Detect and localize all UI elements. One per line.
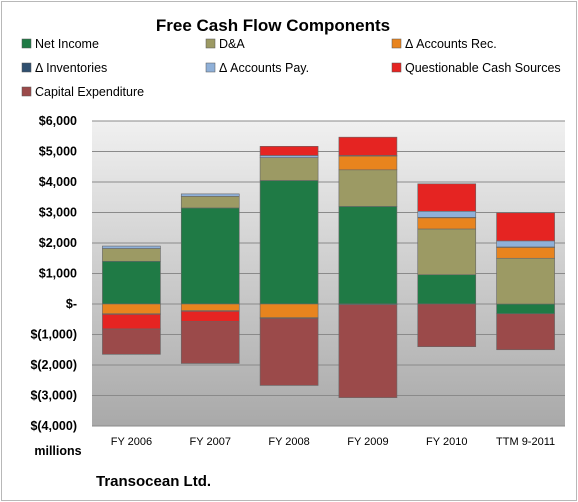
bar-segment <box>259 157 319 181</box>
legend-swatch <box>205 38 216 49</box>
bar-segment <box>102 303 161 315</box>
legend-entry: Net Income <box>35 37 99 51</box>
bar-segment <box>496 313 555 351</box>
legend-swatch <box>391 62 402 73</box>
bar-segment <box>180 321 240 364</box>
legend-entry: Δ Accounts Pay. <box>219 61 309 75</box>
bar-segment <box>417 274 477 305</box>
bar-segment <box>417 183 477 212</box>
company-name: Transocean Ltd. <box>96 473 211 490</box>
bar-segment <box>259 155 319 158</box>
bar-segment <box>338 206 398 305</box>
bar-segment <box>338 169 398 207</box>
x-tick-label: FY 2008 <box>268 436 309 448</box>
bar-segment <box>417 210 477 218</box>
units-label: millions <box>34 444 81 458</box>
legend-swatch <box>21 62 32 73</box>
bar-segment <box>496 240 555 248</box>
bar-segment <box>180 207 240 305</box>
bar-segment <box>180 193 240 197</box>
y-axis: $6,000 $5,000 $4,000 $3,000 $2,000 $1,000 $- $(… <box>30 114 77 433</box>
y-tick-label: $- <box>66 297 77 311</box>
legend-swatch <box>21 38 32 49</box>
x-tick-label: FY 2007 <box>190 436 231 448</box>
bar-segment <box>417 303 477 348</box>
legend-entry: Δ Inventories <box>35 61 107 75</box>
gridlines <box>92 120 565 427</box>
bar-segment <box>180 311 240 322</box>
bar-segment <box>102 245 161 249</box>
bar-segment <box>180 303 240 312</box>
y-tick-label: $4,000 <box>39 175 77 189</box>
y-tick-label: $(3,000) <box>30 389 77 403</box>
legend-swatch <box>205 62 216 73</box>
bar-segment <box>496 257 555 305</box>
x-tick-label: FY 2009 <box>347 436 388 448</box>
chart-title: Free Cash Flow Components <box>156 16 390 35</box>
y-tick-label: $1,000 <box>39 267 77 281</box>
x-tick-label: TTM 9-2011 <box>496 436 555 448</box>
bar-segment <box>496 212 555 242</box>
legend-entry: Capital Expenditure <box>35 85 144 99</box>
bar-segment <box>180 196 240 209</box>
bar-segment <box>102 248 161 262</box>
bar-segment <box>102 314 161 330</box>
bar-segment <box>338 304 398 398</box>
bar-segment <box>259 303 319 319</box>
bar-segment <box>417 228 477 276</box>
y-tick-label: $(4,000) <box>30 419 77 433</box>
x-axis: FY 2006 FY 2007 FY 2008 FY 2009 FY 2010 TTM 9… <box>111 436 555 448</box>
legend: Net Income D&A Δ Accounts Rec. Δ Inventorie… <box>21 37 561 99</box>
bar-segment <box>496 303 555 315</box>
legend-swatch <box>21 86 32 97</box>
bar-segment <box>338 136 398 156</box>
legend-entry: D&A <box>219 37 245 51</box>
legend-entry: Δ Accounts Rec. <box>405 37 497 51</box>
bar-segment <box>338 155 398 171</box>
legend-swatch <box>391 38 402 49</box>
bar-segment <box>259 318 319 386</box>
y-tick-label: $5,000 <box>39 145 77 159</box>
y-tick-label: $(2,000) <box>30 358 77 372</box>
x-tick-label: FY 2006 <box>111 436 152 448</box>
bar-segment <box>417 217 477 230</box>
bars <box>102 136 555 398</box>
y-tick-label: $2,000 <box>39 236 77 250</box>
y-tick-label: $(1,000) <box>30 328 77 342</box>
bar-segment <box>259 146 319 156</box>
y-tick-label: $3,000 <box>39 206 77 220</box>
bar-segment <box>102 260 161 305</box>
bar-segment <box>496 246 555 259</box>
legend-entry: Questionable Cash Sources <box>405 61 561 75</box>
y-tick-label: $6,000 <box>39 114 77 128</box>
bar-segment <box>102 328 161 355</box>
x-tick-label: FY 2010 <box>426 436 467 448</box>
bar-segment <box>259 180 319 305</box>
